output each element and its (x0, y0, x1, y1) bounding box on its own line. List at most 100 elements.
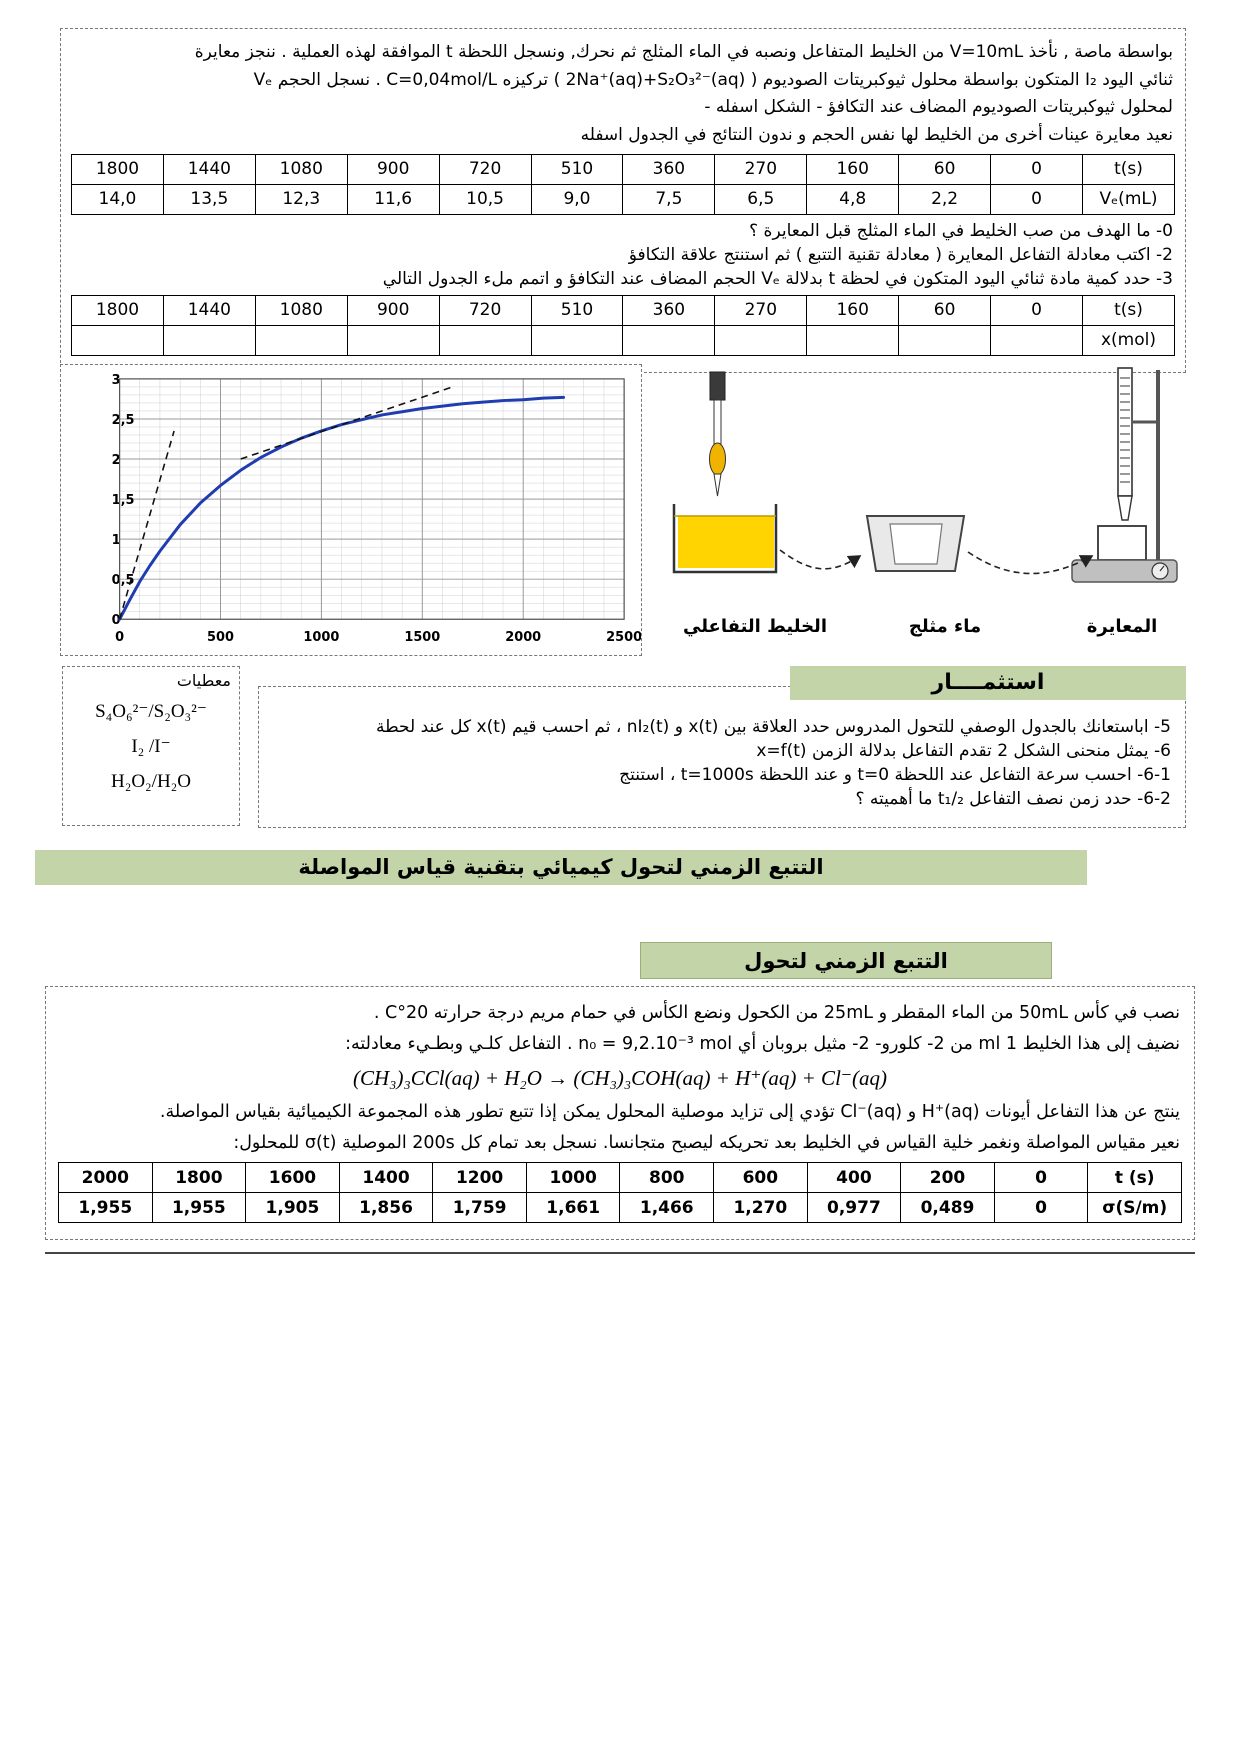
value-cell (622, 324, 716, 356)
redox-couple-1: S₄O₆²⁻/S₂O₃²⁻ (95, 701, 207, 722)
value-cell: 200 (900, 1162, 995, 1193)
value-cell (162, 324, 256, 356)
value-cell: 2,2 (898, 183, 992, 215)
value-cell (438, 324, 532, 356)
value-cell: 2000 (58, 1162, 153, 1193)
value-cell (806, 324, 900, 356)
question-5: 5- اباستعانك بالجدول الوصفي للتحول المدر… (375, 717, 1171, 737)
value-cell (346, 324, 440, 356)
value-cell: 0,977 (806, 1192, 902, 1223)
svg-text:0: 0 (112, 613, 121, 628)
value-cell: 720 (438, 153, 532, 185)
pipette-icon (709, 371, 726, 497)
value-cell: 60 (898, 294, 992, 326)
value-cell: 1440 (162, 153, 256, 185)
value-cell: 1800 (151, 1162, 247, 1193)
row-label-cell: t(s) (1081, 153, 1176, 185)
reactive-mixture-beaker (672, 504, 778, 574)
value-cell: 1,856 (338, 1192, 434, 1223)
chart-svg: 0 500 1000 1500 2000 2500 0 0,5 1 1,5 2 2,5 3 (112, 373, 641, 645)
value-cell: 9,0 (530, 183, 624, 215)
row-label-cell: σ(S/m) (1087, 1192, 1182, 1223)
svg-text:1500: 1500 (404, 630, 440, 645)
titration-exercise-section: بواسطة ماصة , نأخذ V=10mL من الخليط المت… (60, 28, 1186, 373)
conductimetry-section: نصب في كأس 50mL من الماء المقطر و 25mL م… (45, 986, 1195, 1240)
value-cell: 10,5 (438, 183, 532, 215)
value-cell: 13,5 (162, 183, 256, 215)
intro-line-4: نعيد معايرة عينات أخرى من الخليط لها نفس… (580, 124, 1173, 145)
value-cell: 60 (898, 153, 992, 185)
value-cell: 510 (530, 153, 624, 185)
value-cell: 11,6 (346, 183, 440, 215)
apparatus-diagram: الخليط التفاعلي ماء مثلج المعايرة (652, 364, 1187, 656)
value-cell: 160 (806, 153, 900, 185)
titration-results-table: 1800 1440 1080 900 720 510 360 270 160 60 0 t(s) 14,… (71, 153, 1176, 215)
svg-text:3: 3 (112, 373, 121, 388)
exploitation-questions-box: 5- اباستعانك بالجدول الوصفي للتحول المدر… (258, 686, 1186, 828)
conductimetry-p2: نضيف إلى هذا الخليط 1 ml من 2- كلورو- 2-… (345, 1034, 1180, 1055)
value-cell: 0 (990, 294, 1083, 326)
reaction-equation: (CH₃)₃CCl(aq) + H₂O → (CH₃)₃COH(aq) + H⁺… (353, 1065, 887, 1090)
value-cell: 1000 (525, 1162, 621, 1193)
value-cell: 1440 (162, 294, 256, 326)
conductimetry-p4: نعير مقياس المواصلة ونغمر خلية القياس في… (233, 1132, 1180, 1153)
value-cell: 360 (622, 294, 716, 326)
value-cell: 1200 (432, 1162, 527, 1193)
value-cell (254, 324, 348, 356)
redox-couple-3: H₂O₂/H₂O (110, 771, 192, 793)
value-cell: 1400 (338, 1162, 434, 1193)
question-0: 0- ما الهدف من صب الخليط في الماء المثلج… (749, 220, 1173, 241)
value-cell: 0 (990, 153, 1083, 185)
value-cell: 270 (714, 294, 808, 326)
value-cell: 510 (530, 294, 624, 326)
value-cell: 1,955 (58, 1192, 153, 1223)
intro-line-1: بواسطة ماصة , نأخذ V=10mL من الخليط المت… (194, 42, 1173, 62)
question-6-2: 6-2- حدد زمن نصف التفاعل t₁/₂ ما أهميته … (855, 789, 1171, 809)
value-cell: 800 (619, 1162, 715, 1193)
value-cell (898, 324, 992, 356)
value-cell (714, 324, 808, 356)
label-reactive-mixture: الخليط التفاعلي (683, 616, 827, 637)
question-6-1: 6-1- احسب سرعة التفاعل عند اللحظة t=0 و … (619, 765, 1171, 785)
conductimetry-p1: نصب في كأس 50mL من الماء المقطر و 25mL م… (373, 1003, 1180, 1023)
value-cell: 14,0 (71, 183, 164, 215)
value-cell: 4,8 (806, 183, 900, 215)
x-of-t-table: 1800 1440 1080 900 720 510 360 270 160 60 0 t(s) x(m… (71, 294, 1176, 356)
table-row: 1800 1440 1080 900 720 510 360 270 160 60 0 t(s) (71, 153, 1176, 185)
arrow-mixture-to-ice (779, 549, 862, 570)
row-label-cell: t(s) (1081, 294, 1176, 326)
value-cell: 900 (346, 153, 440, 185)
label-titration: المعايرة (1086, 616, 1158, 637)
svg-text:2: 2 (112, 453, 121, 468)
value-cell: 0 (993, 1162, 1089, 1193)
value-cell: 1,759 (432, 1192, 527, 1223)
section2-title: التتبع الزمني لتحول (640, 942, 1052, 979)
intro-line-3: لمحلول ثيوكبريتات الصوديوم المضاف عند ال… (704, 97, 1173, 118)
row-label-cell: Vₑ(mL) (1081, 183, 1176, 215)
label-ice-water: ماء مثلج (908, 616, 982, 637)
svg-text:1: 1 (112, 533, 121, 548)
value-cell: 0 (990, 183, 1083, 215)
table-row: x(mol) (71, 324, 1176, 356)
row-label-cell: x(mol) (1081, 324, 1176, 356)
svg-text:2,5: 2,5 (112, 413, 135, 428)
question-3: 3- حدد كمية مادة ثنائي اليود المتكون في … (382, 268, 1173, 289)
value-cell: 12,3 (254, 183, 348, 215)
burette-and-stand (1071, 367, 1178, 583)
svg-text:500: 500 (207, 630, 234, 645)
value-cell: 1,270 (713, 1192, 808, 1223)
value-cell: 6,5 (714, 183, 808, 215)
value-cell: 900 (346, 294, 440, 326)
ice-water-container (865, 515, 966, 572)
conductivity-table: 2000 1800 1600 1400 1200 1000 800 600 400 200 0 t (… (58, 1162, 1182, 1223)
table-row: 14,0 13,5 12,3 11,6 10,5 9,0 7,5 6,5 4,8 2,2 0 Vₑ(m… (71, 183, 1176, 215)
conductimetry-p3: ينتج عن هذا التفاعل أيونات H⁺(aq) و Cl⁻(… (159, 1101, 1180, 1122)
value-cell (990, 324, 1083, 356)
svg-text:1000: 1000 (303, 630, 339, 645)
given-data-title: معطيات (176, 671, 231, 690)
value-cell: 1,905 (245, 1192, 340, 1223)
intro-line-2: ثنائي اليود I₂ المتكون بواسطة محلول ثيوك… (253, 69, 1173, 90)
svg-text:1,5: 1,5 (112, 493, 135, 508)
value-cell: 1,466 (619, 1192, 715, 1223)
